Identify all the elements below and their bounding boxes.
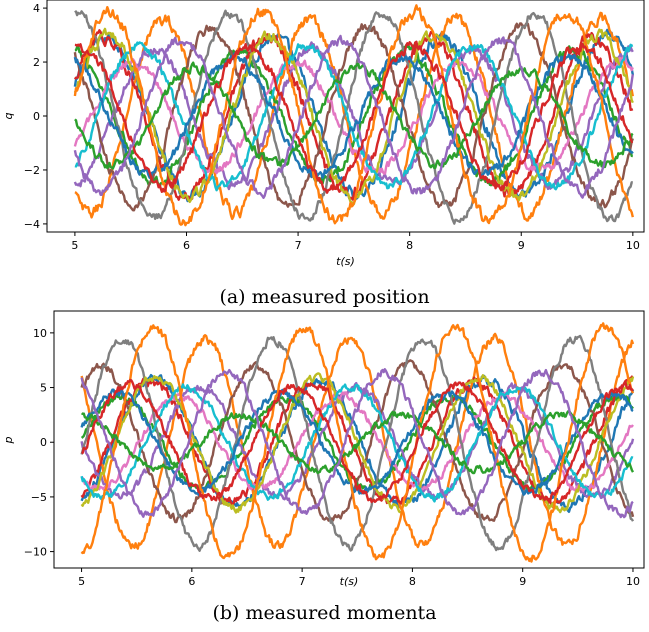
x-tick-label: 7 xyxy=(299,575,306,588)
y-tick-label: 0 xyxy=(33,110,40,123)
y-tick-label: 0 xyxy=(40,436,47,449)
x-tick-label: 5 xyxy=(71,239,78,252)
series-line-4 xyxy=(80,375,635,508)
caption-position: (a) measured position xyxy=(219,286,430,308)
series-line-12 xyxy=(73,4,634,227)
x-tick-label: 6 xyxy=(183,239,190,252)
series-line-13 xyxy=(80,409,635,475)
series-line-14 xyxy=(81,378,634,504)
x-tick-label: 10 xyxy=(626,575,640,588)
plot-frame xyxy=(53,310,645,569)
series-line-15 xyxy=(80,368,634,519)
series-line-13 xyxy=(74,61,634,170)
series-line-15 xyxy=(73,34,634,200)
series-line-2 xyxy=(80,332,635,550)
y-tick-label: −10 xyxy=(24,546,47,559)
series-line-7 xyxy=(80,390,634,493)
y-axis-label: q xyxy=(2,112,15,119)
x-axis-label: t(s) xyxy=(336,255,355,268)
x-tick-label: 8 xyxy=(406,239,413,252)
series-lines xyxy=(80,322,635,563)
chart-momenta: 5 6 7 8 9 10 −10 −5 0 5 10 t(s) p xyxy=(2,310,645,588)
y-tick-label: −2 xyxy=(24,164,40,177)
series-lines xyxy=(73,4,634,227)
series-line-10 xyxy=(74,41,634,192)
y-tick-label: 2 xyxy=(33,56,40,69)
series-line-10 xyxy=(80,383,634,503)
series-line-6 xyxy=(80,359,635,524)
y-tick-label: 5 xyxy=(40,382,47,395)
x-axis-label: t(s) xyxy=(340,575,359,588)
x-tick-label: 9 xyxy=(518,239,525,252)
x-tick-label: 5 xyxy=(78,575,85,588)
y-axis-label: p xyxy=(2,436,15,444)
x-tick-label: 9 xyxy=(519,575,526,588)
chart-position: 5 6 7 8 9 10 −4 −2 0 2 4 t(s) q xyxy=(2,0,645,268)
x-tick-label: 6 xyxy=(188,575,195,588)
y-tick-label: −5 xyxy=(31,491,47,504)
series-line-12 xyxy=(80,322,635,563)
series-line-6 xyxy=(73,21,634,212)
x-tick-label: 7 xyxy=(295,239,302,252)
series-line-8 xyxy=(74,9,633,225)
x-tick-label: 10 xyxy=(626,239,640,252)
y-tick-label: 4 xyxy=(33,2,40,15)
y-tick-label: −4 xyxy=(24,218,40,231)
x-tick-label: 8 xyxy=(409,575,416,588)
caption-momenta: (b) measured momenta xyxy=(212,602,437,624)
series-line-11 xyxy=(73,52,634,180)
y-tick-label: 10 xyxy=(33,327,47,340)
